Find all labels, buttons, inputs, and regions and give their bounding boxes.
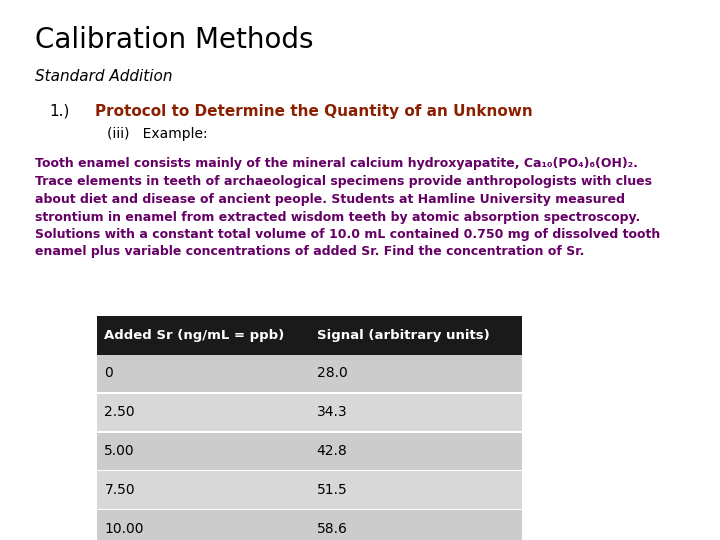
Text: 58.6: 58.6 [317, 522, 348, 536]
Text: Trace elements in teeth of archaeological specimens provide anthropologists with: Trace elements in teeth of archaeologica… [35, 176, 660, 259]
Text: 1.): 1.) [49, 104, 69, 119]
Text: Standard Addition: Standard Addition [35, 69, 172, 84]
Text: Signal (arbitrary units): Signal (arbitrary units) [317, 329, 490, 342]
Text: Calibration Methods: Calibration Methods [35, 26, 313, 54]
Text: 42.8: 42.8 [317, 444, 348, 458]
Text: (iii)   Example:: (iii) Example: [107, 127, 207, 141]
Text: 10.00: 10.00 [104, 522, 144, 536]
Text: 28.0: 28.0 [317, 367, 348, 380]
Text: 34.3: 34.3 [317, 406, 348, 419]
Text: 5.00: 5.00 [104, 444, 135, 458]
Text: Added Sr (ng/mL = ppb): Added Sr (ng/mL = ppb) [104, 329, 284, 342]
Text: 2.50: 2.50 [104, 406, 135, 419]
Text: Tooth enamel consists mainly of the mineral calcium hydroxyapatite, Ca₁₀(PO₄)₆(O: Tooth enamel consists mainly of the mine… [35, 157, 637, 170]
Text: 51.5: 51.5 [317, 483, 348, 497]
Text: Protocol to Determine the Quantity of an Unknown: Protocol to Determine the Quantity of an… [95, 104, 533, 119]
Text: 0: 0 [104, 367, 113, 380]
Text: 7.50: 7.50 [104, 483, 135, 497]
